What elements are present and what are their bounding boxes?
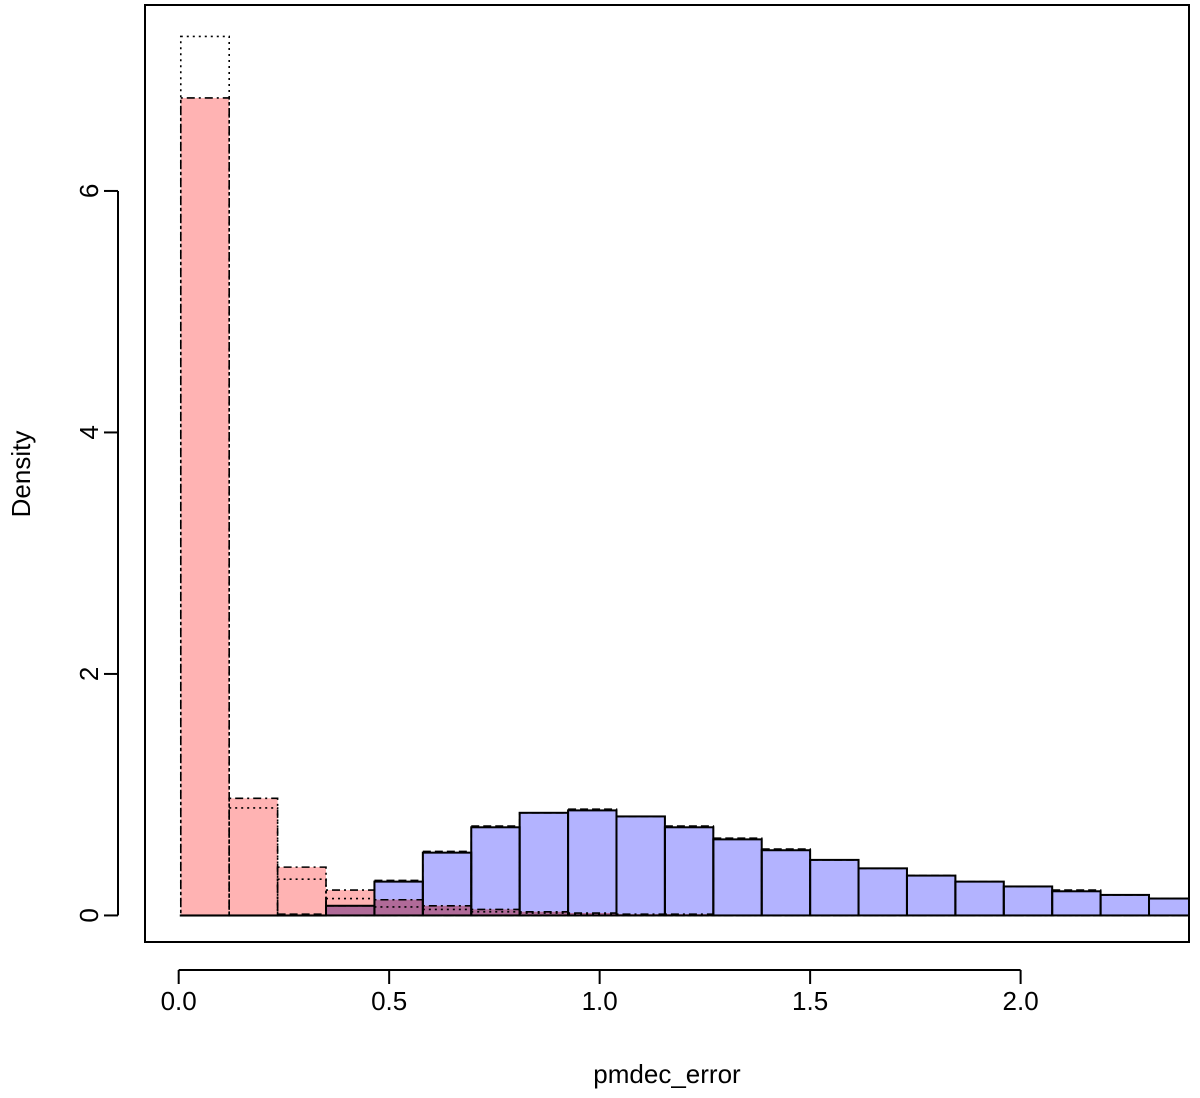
outline-s0-bin-20: [1148, 897, 1189, 917]
blue-bar-9: [616, 816, 665, 916]
blue-bar-7: [519, 812, 569, 916]
blue-bar-14: [858, 868, 907, 916]
y-axis: 0 2 4 6: [74, 184, 119, 923]
blue-bar-11: [713, 839, 762, 916]
blue-bar-16: [955, 881, 1004, 916]
blue-bar-15: [906, 875, 956, 916]
plot-frame: [144, 4, 1190, 943]
blue-bar-17: [1003, 886, 1053, 916]
overlap-bar-5: [422, 905, 472, 916]
red-bar-0: [180, 97, 230, 916]
blue-bar-12: [761, 850, 811, 916]
blue-bar-6: [471, 827, 520, 916]
blue-bar-18: [1052, 891, 1101, 916]
x-axis: 0.0 0.5 1.0 1.5 2.0: [161, 969, 1039, 1016]
x-tick-label-2: 1.0: [582, 986, 618, 1016]
overlap-bar-3: [326, 905, 375, 916]
blue-bar-13: [810, 859, 859, 916]
y-axis-label: Density: [6, 431, 36, 518]
blue-bar-5: [422, 852, 472, 916]
x-tick-label-3: 1.5: [792, 986, 828, 1016]
red-bar-1: [229, 798, 278, 916]
y-tick-label-2: 4: [74, 425, 104, 439]
x-tick-label-4: 2.0: [1003, 986, 1039, 1016]
y-tick-label-0: 0: [74, 908, 104, 922]
y-tick-label-3: 6: [74, 184, 104, 198]
blue-bar-20: [1149, 898, 1189, 916]
bars-layer: [179, 35, 1189, 917]
x-tick-label-1: 0.5: [371, 986, 407, 1016]
blue-bar-10: [664, 827, 714, 916]
outline-s3-bin-3: [325, 897, 376, 917]
red-bar-2: [277, 867, 327, 916]
blue-bar-19: [1100, 894, 1150, 916]
blue-bar-8: [568, 810, 617, 916]
x-axis-label: pmdec_error: [593, 1059, 741, 1089]
x-tick-label-0: 0.0: [161, 986, 197, 1016]
y-tick-label-1: 2: [74, 667, 104, 681]
